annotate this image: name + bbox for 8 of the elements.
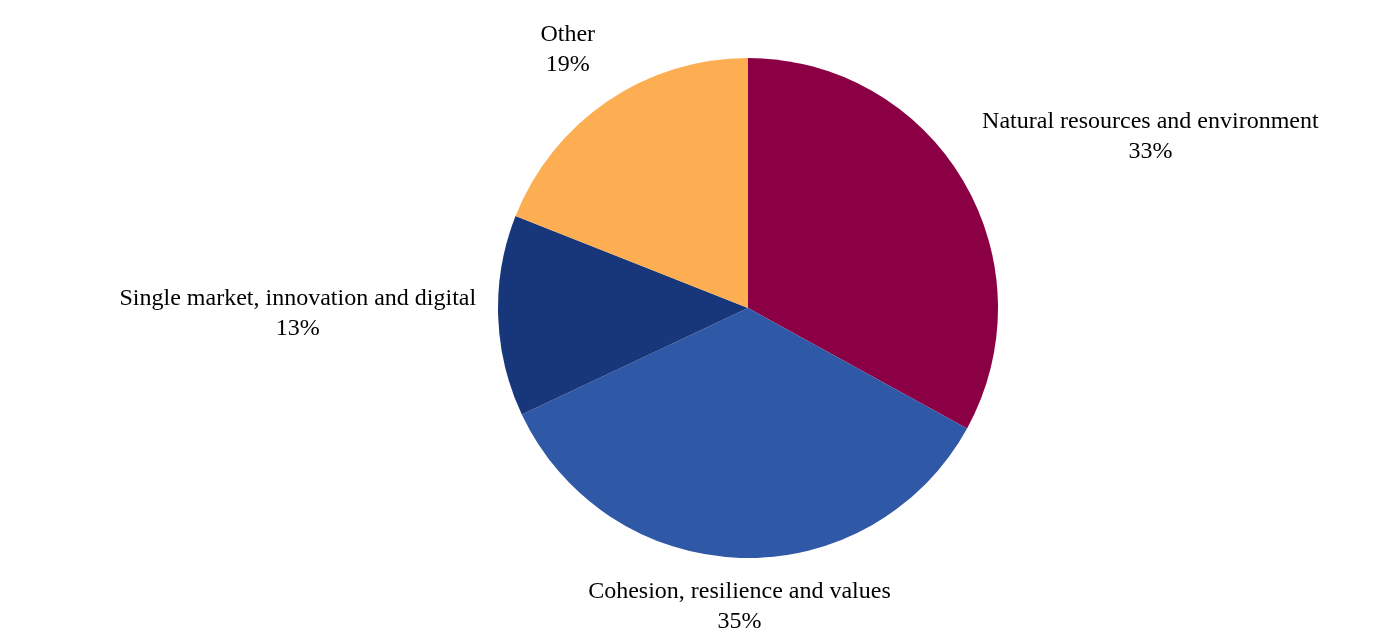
slice-label: Natural resources and environment [982,106,1319,133]
data-label: 33% [1128,136,1173,163]
slice-label: Other [540,20,596,47]
slice-label: Cohesion, resilience and values [588,577,891,604]
data-label: 19% [545,50,590,77]
slice-label: Single market, innovation and digital [119,283,477,310]
data-label: 13% [275,313,320,340]
data-label: 35% [717,607,762,634]
